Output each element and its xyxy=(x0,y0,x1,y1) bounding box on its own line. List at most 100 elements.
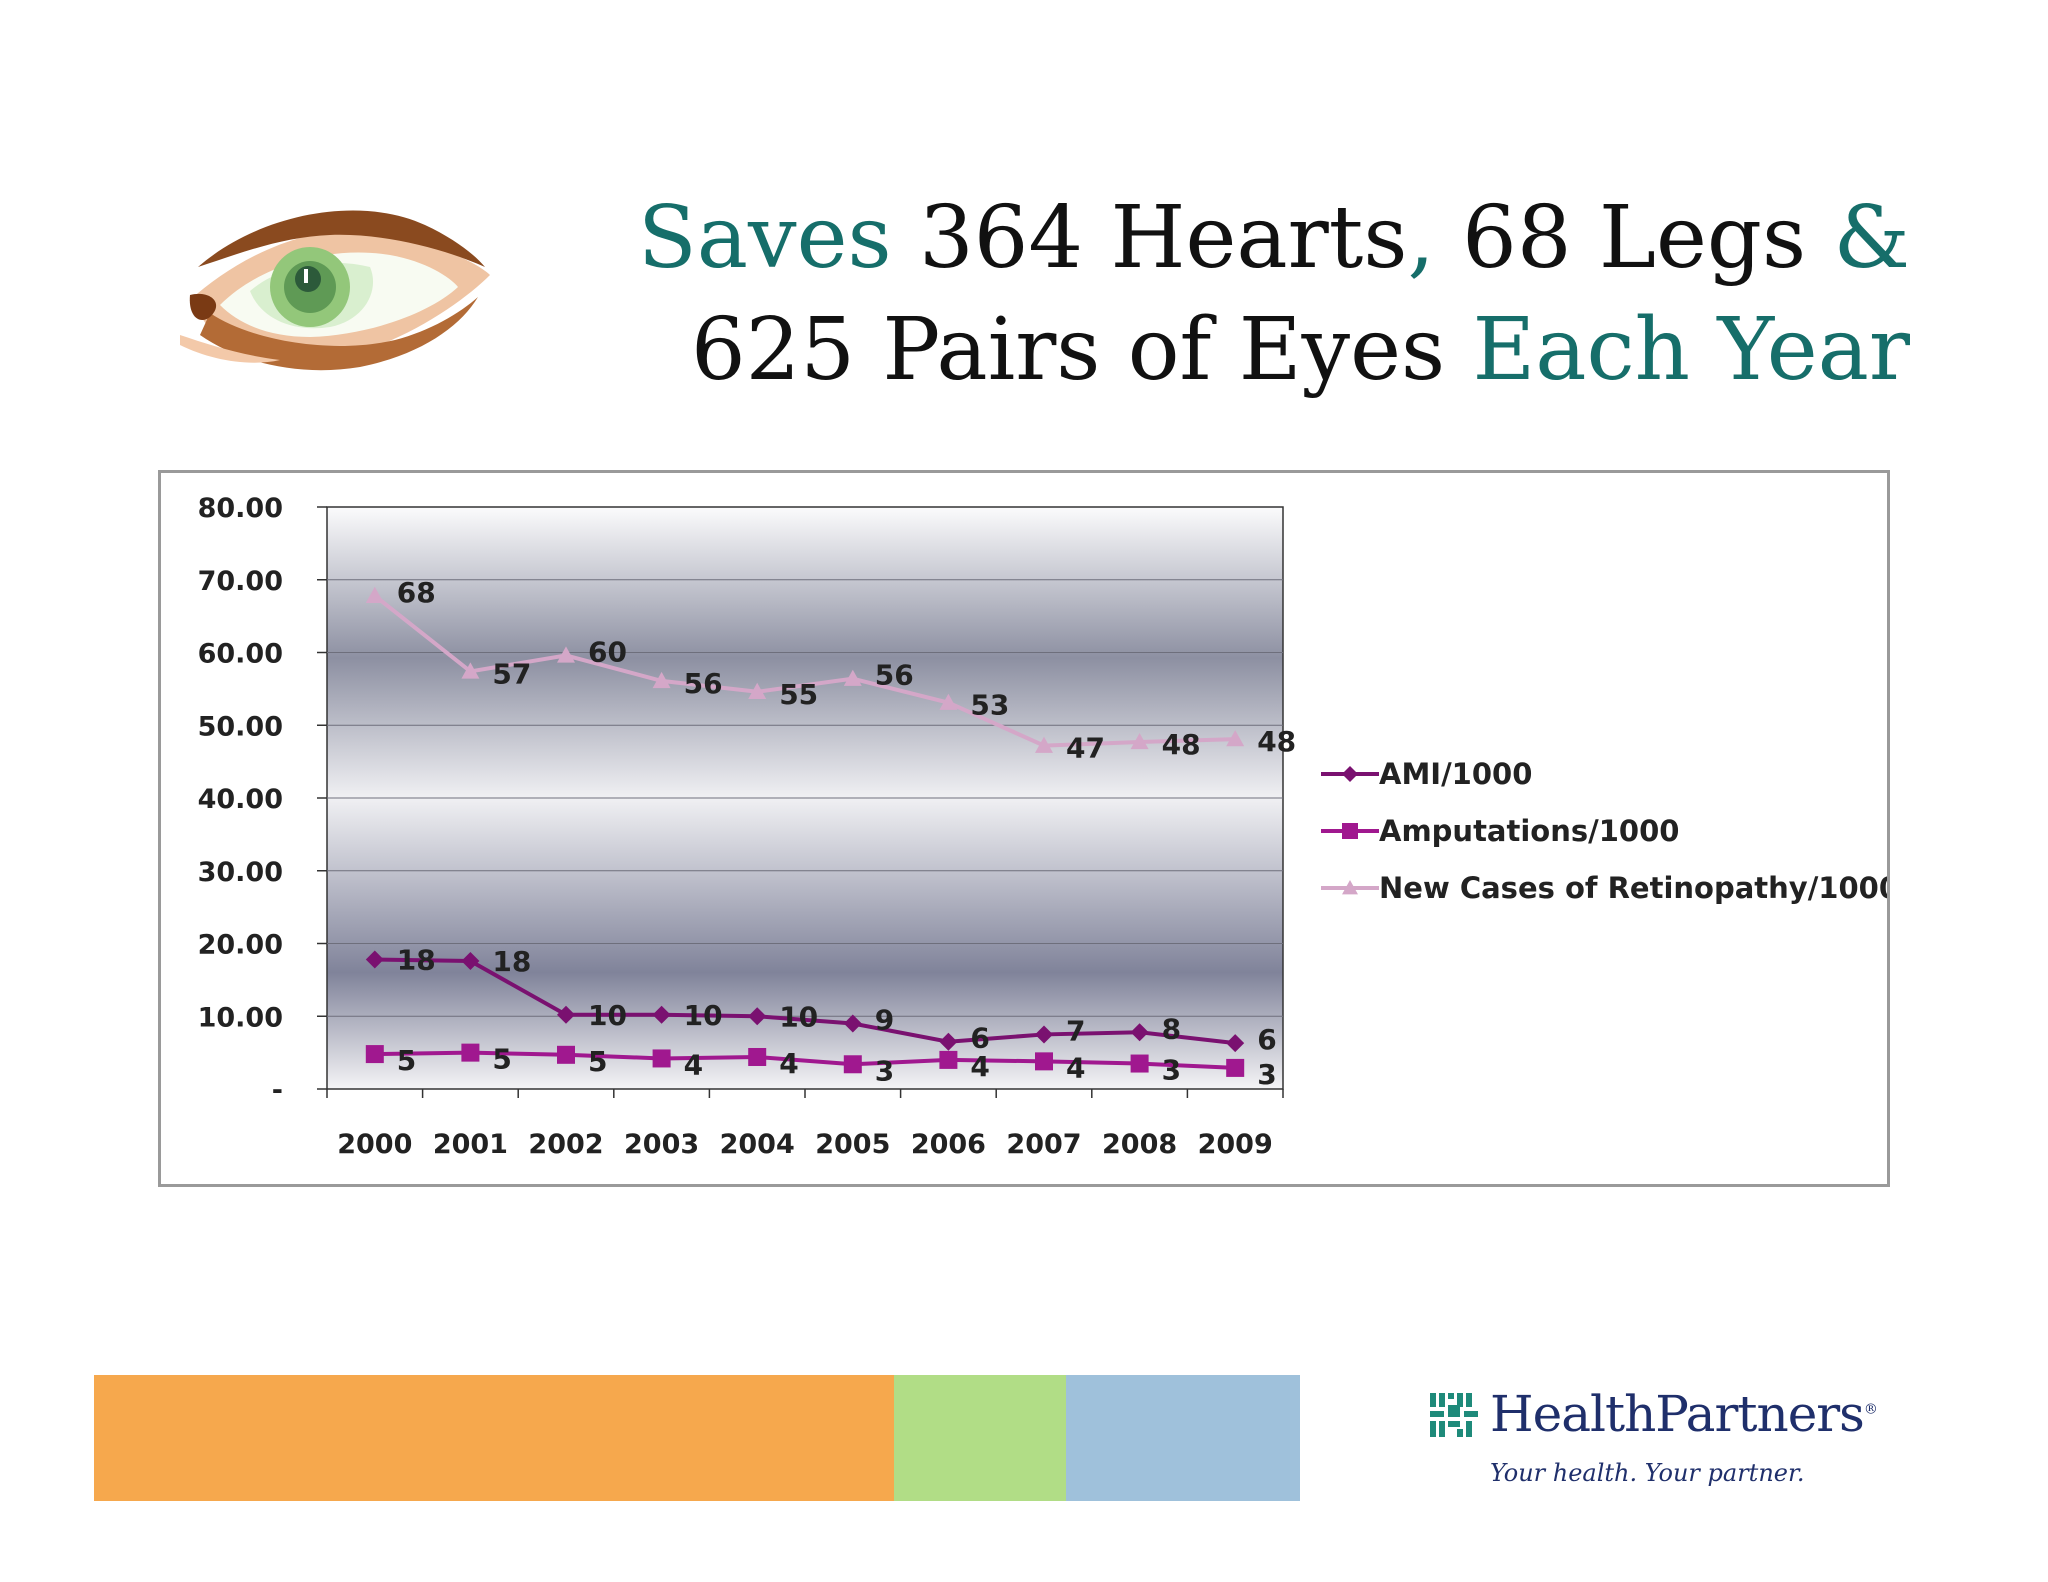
data-label: 57 xyxy=(492,657,531,690)
title-comma: , xyxy=(1407,188,1435,288)
x-tick-label: 2004 xyxy=(720,1129,795,1160)
legend-marker xyxy=(1342,766,1358,782)
data-label: 4 xyxy=(970,1050,989,1083)
eye-icon xyxy=(180,210,490,371)
data-label: 4 xyxy=(684,1048,703,1081)
data-point xyxy=(939,693,958,710)
y-tick-label: - xyxy=(272,1075,283,1106)
title-hearts: 364 Hearts xyxy=(891,188,1408,288)
data-label: 7 xyxy=(1066,1014,1085,1047)
line-chart: 80.00 70.00 60.00 50.00 40.00 30.00 20.00 10.00… xyxy=(198,493,1887,1160)
data-label: 60 xyxy=(588,635,627,668)
data-label: 8 xyxy=(1162,1012,1181,1045)
data-label: 3 xyxy=(875,1054,894,1087)
data-point xyxy=(843,669,862,686)
data-point xyxy=(652,1049,671,1068)
title-eyes: 625 Pairs of Eyes xyxy=(690,300,1473,400)
legend-label: Amputations/1000 xyxy=(1379,814,1679,848)
title-legs: 68 Legs xyxy=(1434,188,1834,288)
chart-frame: 80.00 70.00 60.00 50.00 40.00 30.00 20.00 10.00… xyxy=(158,470,1890,1187)
data-label: 5 xyxy=(492,1043,511,1076)
data-label: 5 xyxy=(588,1045,607,1078)
logo-tagline: Your health. Your partner. xyxy=(1490,1459,1805,1487)
data-label: 47 xyxy=(1066,732,1105,765)
x-tick-label: 2009 xyxy=(1198,1129,1273,1160)
y-tick-label: 10.00 xyxy=(198,1002,283,1033)
title-line-2: 625 Pairs of Eyes Each Year xyxy=(691,300,1910,400)
legend-entry: AMI/1000 xyxy=(1321,757,1532,791)
y-tick-label: 70.00 xyxy=(198,566,283,597)
data-point xyxy=(748,1047,767,1066)
data-label: 48 xyxy=(1257,725,1296,758)
data-point xyxy=(1035,1052,1053,1071)
series-triangle xyxy=(365,586,1245,753)
data-point xyxy=(365,586,384,603)
logo-wordmark: HealthPartners® xyxy=(1490,1385,1878,1443)
brand-bar-blue xyxy=(1066,1375,1300,1501)
data-label: 10 xyxy=(684,999,723,1032)
healthpartners-grid-icon xyxy=(1430,1393,1478,1437)
data-point xyxy=(461,1043,480,1062)
data-point xyxy=(843,1055,862,1074)
data-label: 18 xyxy=(397,944,436,977)
healthpartners-logo: HealthPartners® Your health. Your partne… xyxy=(1424,1385,1878,1500)
data-point xyxy=(843,1014,862,1033)
series-line xyxy=(374,957,1236,1046)
data-label: 48 xyxy=(1162,728,1201,761)
data-point xyxy=(1130,1023,1149,1042)
data-point xyxy=(748,1007,767,1026)
x-tick-label: 2003 xyxy=(624,1129,699,1160)
series-square xyxy=(365,1043,1245,1077)
data-point xyxy=(461,662,480,679)
data-point xyxy=(939,1050,958,1069)
data-point xyxy=(1035,736,1053,753)
data-point xyxy=(1130,1054,1149,1073)
data-point xyxy=(557,1005,575,1024)
brand-color-bar xyxy=(94,1375,1300,1501)
x-tick-label: 2002 xyxy=(528,1129,603,1160)
title-accent-saves: Saves xyxy=(637,188,892,288)
title-ampersand: & xyxy=(1833,188,1910,288)
data-label: 55 xyxy=(779,678,818,711)
data-point xyxy=(557,1045,575,1064)
title-accent-each-year: Each Year xyxy=(1472,300,1910,400)
data-label: 56 xyxy=(875,659,914,692)
data-label: 18 xyxy=(492,945,531,978)
data-label: 4 xyxy=(779,1047,798,1080)
series-diamond xyxy=(365,950,1245,1053)
data-point xyxy=(557,646,575,663)
series-line xyxy=(374,1050,1236,1070)
data-label: 56 xyxy=(684,667,723,700)
data-point xyxy=(652,1005,671,1024)
data-point xyxy=(461,951,480,970)
data-point xyxy=(365,950,384,969)
data-label: 10 xyxy=(779,1000,818,1033)
data-label: 9 xyxy=(875,1004,894,1037)
data-point xyxy=(652,671,671,689)
data-point xyxy=(939,1032,958,1051)
data-label: 3 xyxy=(1162,1054,1181,1087)
data-label: 5 xyxy=(397,1044,416,1077)
data-label: 6 xyxy=(1257,1023,1276,1056)
brand-bar-orange xyxy=(94,1375,894,1501)
x-tick-label: 2008 xyxy=(1102,1129,1177,1160)
y-tick-label: 50.00 xyxy=(198,711,283,742)
legend-entry: New Cases of Retinopathy/1000 xyxy=(1321,871,1887,905)
legend-entry: Amputations/1000 xyxy=(1321,814,1679,848)
data-label: 4 xyxy=(1066,1051,1085,1084)
y-tick-label: 80.00 xyxy=(198,493,283,524)
data-point xyxy=(1226,730,1245,747)
data-label: 6 xyxy=(970,1022,989,1055)
legend-label: New Cases of Retinopathy/1000 xyxy=(1379,871,1887,905)
data-point xyxy=(1035,1025,1053,1044)
x-tick-label: 2006 xyxy=(911,1129,986,1160)
x-tick-label: 2007 xyxy=(1006,1129,1081,1160)
data-point xyxy=(1226,1034,1245,1053)
title-line-1: Saves 364 Hearts, 68 Legs & xyxy=(638,188,1910,288)
data-label: 53 xyxy=(970,689,1009,722)
x-tick-label: 2001 xyxy=(433,1129,508,1160)
legend-marker xyxy=(1342,880,1358,895)
legend-marker xyxy=(1342,823,1358,839)
data-point xyxy=(748,682,767,699)
data-label: 3 xyxy=(1257,1058,1276,1091)
